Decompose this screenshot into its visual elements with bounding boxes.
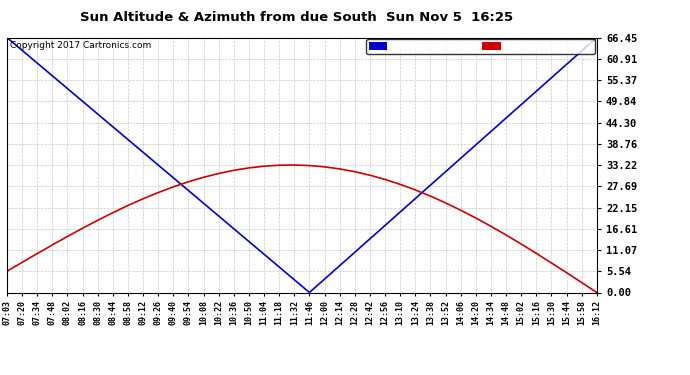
Legend: Azimuth (Angle °), Altitude (Angle °): Azimuth (Angle °), Altitude (Angle °) bbox=[366, 39, 595, 54]
Text: Copyright 2017 Cartronics.com: Copyright 2017 Cartronics.com bbox=[10, 41, 151, 50]
Text: Sun Altitude & Azimuth from due South  Sun Nov 5  16:25: Sun Altitude & Azimuth from due South Su… bbox=[80, 11, 513, 24]
